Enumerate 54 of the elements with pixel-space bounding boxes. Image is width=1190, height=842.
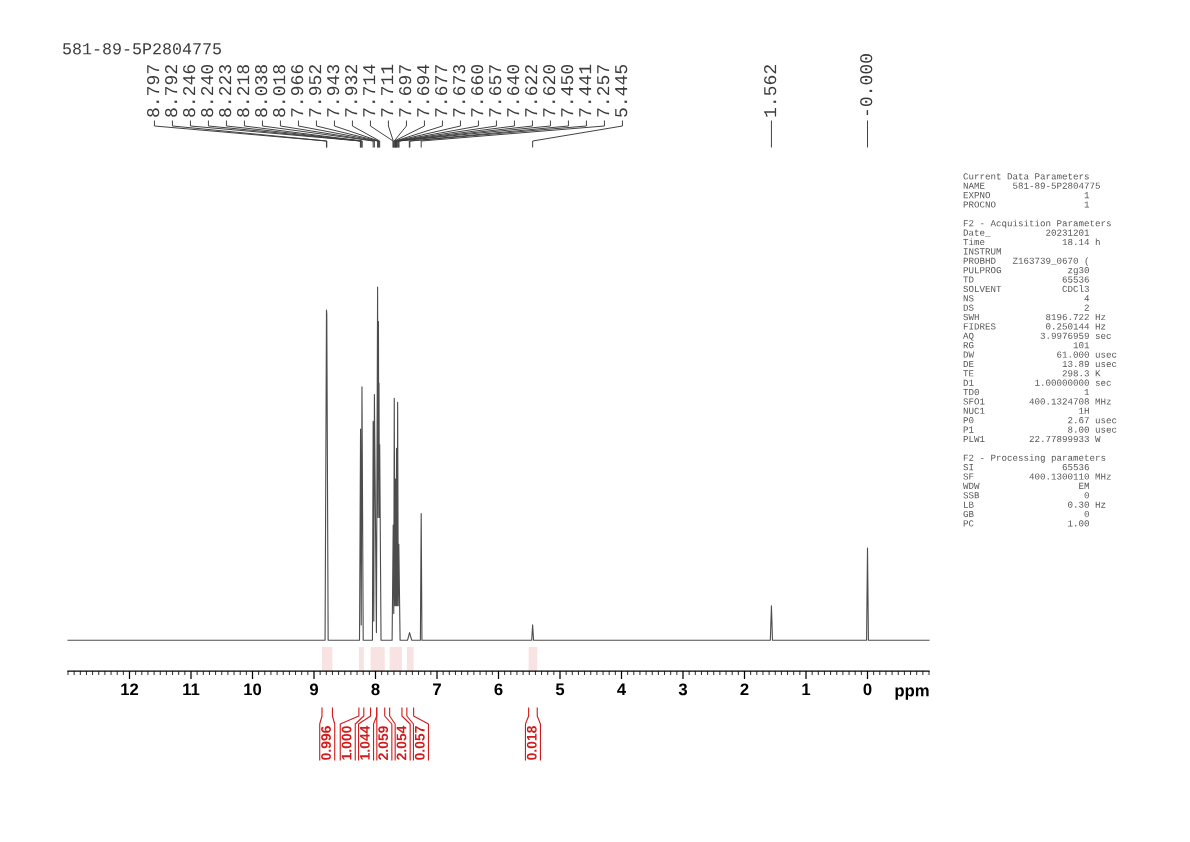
chart-title: 581-89-5P2804775 [63, 43, 221, 55]
annotation: 7.622 [525, 65, 538, 117]
band-label: 1.044 [359, 725, 370, 760]
annotation: 7.620 [543, 64, 556, 117]
annotation: 7.660 [471, 64, 484, 117]
x-tick-label: 7 [433, 683, 441, 696]
annotation: 7.966 [291, 65, 304, 117]
annotation: -0.000 [860, 54, 873, 116]
annotation: 8.223 [219, 64, 232, 117]
band-label: 2.059 [378, 726, 389, 760]
annotation: 7.952 [309, 65, 322, 117]
x-tick-label: 6 [494, 683, 503, 696]
band-label: 0.996 [321, 726, 331, 760]
band-label: 0.057 [414, 726, 425, 760]
annotation: 8.797 [147, 65, 160, 117]
annotation: 7.450 [561, 64, 574, 117]
annotation: 7.714 [363, 64, 376, 117]
annotation: 7.677 [435, 65, 448, 117]
text: F2 - Processing parameters SI 65536 SF 400.1300110 MHz WDW EM SSB 0 LB 0.30 Hz GB 0 PC 1.00 [963, 454, 1111, 527]
annotation: 1.562 [764, 65, 777, 117]
annotation: 7.657 [489, 65, 502, 117]
annotation: 7.943 [327, 64, 340, 117]
annotation: 8.018 [273, 65, 286, 117]
x-tick-label: 0 [863, 683, 872, 696]
x-tick-label: 4 [617, 683, 627, 696]
annotation: 7.932 [345, 65, 358, 117]
annotation: 8.218 [237, 65, 250, 117]
annotation: 8.246 [183, 65, 196, 117]
x-tick-label: 1 [802, 683, 811, 696]
x-tick-label: 9 [309, 683, 319, 696]
annotation: 7.640 [507, 64, 520, 117]
annotation: 8.792 [165, 65, 178, 117]
x-tick-label: 10 [244, 683, 262, 696]
band-label: 1.000 [341, 726, 352, 760]
x-axis-title: ppm [895, 687, 929, 700]
x-tick-label: 2 [740, 683, 749, 696]
annotation: 7.697 [399, 65, 412, 117]
x-tick-label: 12 [121, 683, 139, 696]
annotation: 5.445 [615, 64, 628, 117]
annotation: 8.240 [201, 64, 214, 117]
text: Current Data Parameters NAME 581-89-5P2804775 EXPNO 1 PROCNO 1 [963, 173, 1100, 208]
band-label: 0.018 [526, 726, 537, 760]
text: F2 - Acquisition Parameters Date_ 20231201 Time 18.14 h INSTRUM PROBHD Z163739_0670 ( PULPROG zg30 TD 65536 SOLVENT CDCl3 NS 4 DS 2 SWH 8196.722 Hz FIDRES 0.250144 Hz AQ 3.9976959 sec RG 101 DW 61.000 usec DE 13.89 usec TE 298.3 K D1 1.00000000 sec TD0 1 SFO1 400.1324708 MHz NUC1 1H P0 2.67 usec P1 8.00 usec PLW1 22.77899933 W [963, 219, 1117, 443]
band-label: 2.054 [396, 725, 407, 760]
annotation: 8.038 [255, 65, 268, 117]
x-tick-label: 11 [183, 683, 200, 696]
annotation: 7.694 [417, 64, 430, 117]
x-tick-label: 5 [555, 683, 565, 696]
annotation: 7.673 [453, 64, 466, 117]
x-tick-label: 3 [678, 683, 688, 696]
annotation: 7.257 [597, 65, 610, 117]
x-tick-label: 8 [371, 683, 380, 696]
annotation: 7.711 [381, 64, 394, 117]
annotation: 7.441 [579, 64, 592, 117]
